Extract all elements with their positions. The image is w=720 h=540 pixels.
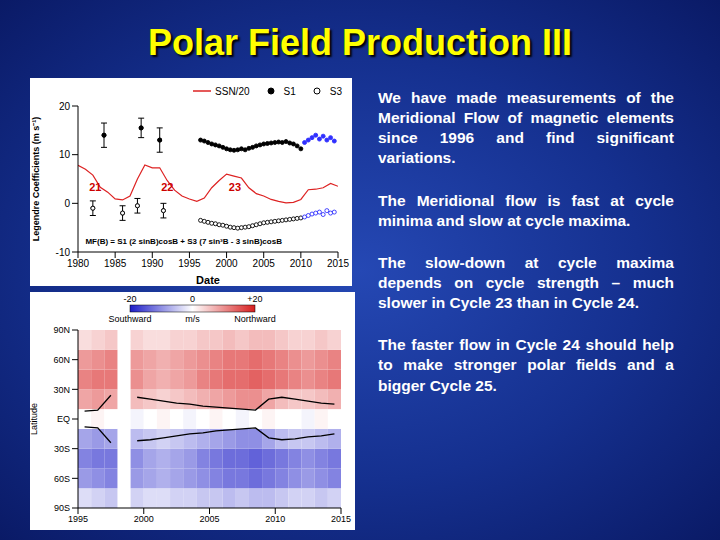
svg-text:EQ: EQ [57, 414, 70, 424]
svg-text:Latitude: Latitude [30, 403, 39, 435]
svg-text:2015: 2015 [331, 514, 351, 524]
svg-text:MF(B) = S1 (2 sinB)cosB + S3 (: MF(B) = S1 (2 sinB)cosB + S3 (7 sin³B - … [85, 237, 282, 246]
svg-text:1995: 1995 [178, 258, 201, 269]
html-text:SSN/20: SSN/20 [215, 85, 250, 97]
svg-text:1995: 1995 [68, 514, 88, 524]
svg-text:2000: 2000 [215, 258, 238, 269]
svg-text:2015: 2015 [327, 258, 350, 269]
svg-text:1980: 1980 [67, 258, 90, 269]
svg-text:Northward: Northward [234, 314, 276, 324]
svg-text:1985: 1985 [104, 258, 127, 269]
svg-text:+20: +20 [247, 294, 262, 304]
svg-text:2010: 2010 [290, 258, 313, 269]
html-text:S3: S3 [329, 85, 342, 97]
svg-text:22: 22 [161, 181, 173, 193]
svg-text:2000: 2000 [134, 514, 154, 524]
svg-text:Legendre Coefficients (m s⁻¹): Legendre Coefficients (m s⁻¹) [31, 117, 41, 242]
svg-text:-20: -20 [123, 294, 136, 304]
svg-text:2005: 2005 [199, 514, 219, 524]
svg-text:60S: 60S [54, 474, 70, 484]
svg-text:0: 0 [190, 294, 195, 304]
svg-text:Date: Date [196, 274, 220, 286]
html-text:The Meridional flow is fast at: The Meridional flow is fast at cycle min… [378, 191, 674, 229]
html-text:We have made measurements of t: We have made measurements of the Meridio… [378, 89, 674, 167]
svg-text:1990: 1990 [141, 258, 164, 269]
svg-text:2005: 2005 [253, 258, 276, 269]
svg-text:Southward: Southward [108, 314, 151, 324]
html-text:The faster flow in Cycle 24 sh: The faster flow in Cycle 24 should help … [378, 336, 674, 394]
svg-text:90N: 90N [53, 326, 70, 335]
svg-text:-10: -10 [56, 247, 71, 258]
svg-text:30S: 30S [54, 444, 70, 454]
svg-text:60N: 60N [53, 355, 70, 365]
html-text:S1: S1 [283, 85, 296, 97]
svg-text:m/s: m/s [185, 314, 200, 324]
svg-text:23: 23 [229, 181, 241, 193]
svg-text:0: 0 [64, 198, 70, 209]
svg-text:2010: 2010 [265, 514, 285, 524]
svg-text:10: 10 [59, 149, 71, 160]
svg-text:90S: 90S [54, 503, 70, 513]
svg-text:20: 20 [59, 101, 71, 112]
html-text:Polar Field Production III: Polar Field Production III [148, 22, 572, 63]
html-text:The slow-down at cycle maxima: The slow-down at cycle maxima depends on… [378, 253, 674, 312]
svg-text:30N: 30N [53, 385, 70, 395]
svg-text:21: 21 [89, 181, 101, 193]
